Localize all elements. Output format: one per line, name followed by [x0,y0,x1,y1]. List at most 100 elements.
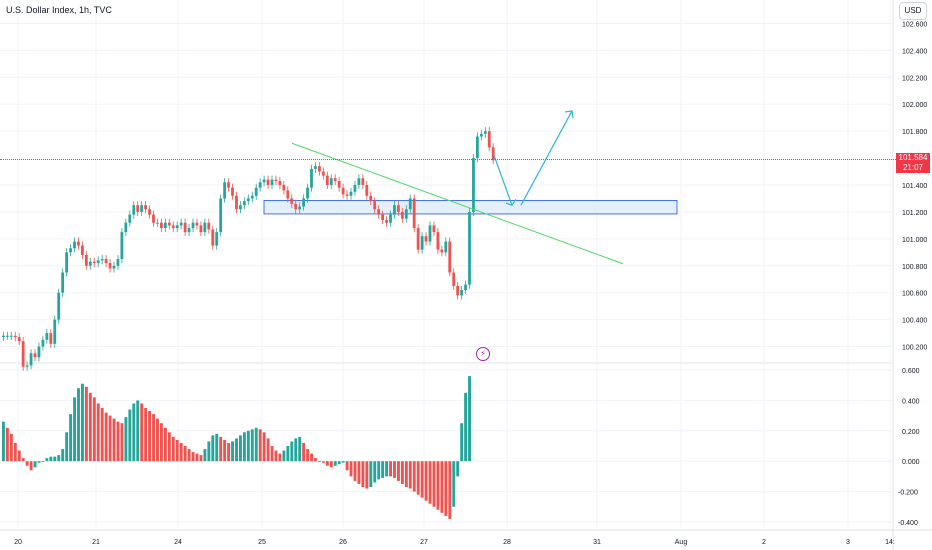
candle-body [227,182,230,188]
candle-body [258,182,262,188]
candle [306,183,309,203]
candle [49,329,53,348]
candle-body [278,180,282,185]
candle-body [53,319,57,344]
candle [53,315,57,348]
candle [385,215,388,227]
candle-body [136,205,140,212]
histogram-bar [278,453,282,462]
candle [270,175,274,190]
candle [183,218,187,237]
histogram-bar [333,461,337,466]
oscillator-tick-label: 0.400 [902,398,920,405]
candle-body [92,261,96,264]
histogram-bar [152,414,155,462]
histogram-bar [266,438,270,462]
histogram-bar [128,409,132,462]
histogram-bar [314,458,317,462]
histogram-bar [412,461,416,492]
candle-body [329,178,333,185]
candle-body [373,201,377,210]
candle-body [156,222,159,224]
price-tick-label: 100.600 [902,291,927,298]
currency-button[interactable]: USD [899,2,927,20]
candle-body [88,261,92,266]
candle [377,205,381,219]
arrow-down-segment [493,155,513,206]
candle-body [479,133,483,137]
candle-body [41,339,45,347]
candle [104,255,108,268]
candle-body [152,214,155,223]
candle-body [140,205,144,212]
histogram-bar [468,376,471,462]
candle [41,335,45,351]
candle-body [231,187,234,196]
histogram-bar [49,456,53,462]
candle-body [428,225,432,242]
oscillator-tick-label: 0.000 [902,459,920,466]
histogram-bar [203,449,207,462]
candle [140,201,144,216]
histogram-bar [57,455,61,462]
histogram-bar [262,432,266,462]
candle-body [294,203,298,210]
candle [128,210,132,227]
histogram-bar [432,461,436,507]
candle-body [456,285,460,296]
histogram-bar [298,436,302,462]
candle-body [160,222,163,229]
candle [408,194,412,214]
candle [361,174,365,190]
histogram-bar [61,449,65,462]
candle-body [365,185,369,196]
candle [175,221,179,233]
candle [404,205,408,223]
price-tick-label: 100.400 [902,318,927,325]
histogram-bar [13,442,17,462]
time-tick-label: 25 [258,539,266,546]
candle-body [65,252,68,273]
candle-body [235,195,238,210]
histogram-bar [440,461,444,513]
candle [318,162,321,176]
current-price-line [0,159,896,160]
candle-body [298,206,302,210]
candle-body [37,346,41,358]
candle [412,194,416,233]
candle-body [270,179,274,185]
candle-body [191,222,195,229]
candle-body [369,195,373,202]
candle [242,197,246,210]
candle-body [472,158,475,212]
candle [84,250,88,270]
histogram-bar [108,415,112,462]
candle [250,191,254,203]
candle [487,127,491,152]
histogram-bar [17,450,21,462]
histogram-bar [444,461,448,516]
candle [191,218,195,233]
candle-body [274,179,278,181]
histogram-bar [321,461,325,463]
candle-body [424,236,428,242]
histogram-bar [306,449,310,462]
histogram-bar [2,421,5,462]
histogram-bar [45,458,49,462]
candle [464,280,467,295]
histogram-bar [112,418,116,462]
histogram-bar [179,442,183,462]
candle [393,201,396,219]
candle [96,256,100,268]
candle-body [325,175,329,185]
candle [298,202,302,214]
candle-body [57,292,61,320]
candle [88,257,92,270]
lightning-icon[interactable]: ⚡ [476,347,490,361]
price-tick-label: 102.400 [902,48,927,55]
candle-body [148,209,151,215]
candle [207,218,211,234]
candle [211,225,215,250]
